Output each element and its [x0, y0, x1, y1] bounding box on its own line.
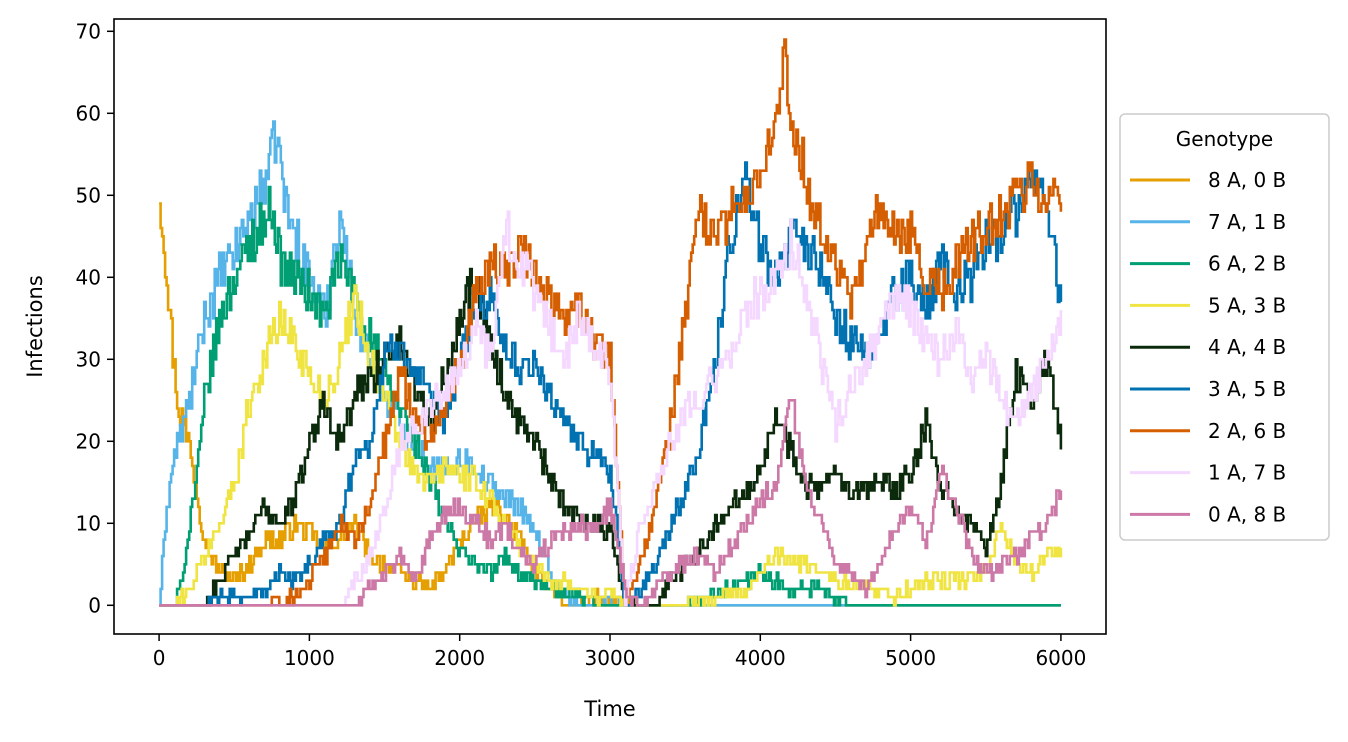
legend-label: 4 A, 4 B	[1208, 335, 1286, 359]
x-axis: 0 1000 2000 3000 4000 5000 6000	[153, 634, 1086, 670]
y-tick-label: 0	[88, 593, 101, 617]
x-axis-title: Time	[583, 697, 635, 721]
x-tick-label: 5000	[885, 646, 936, 670]
plot-area	[114, 19, 1106, 634]
legend-items: 8 A, 0 B 7 A, 1 B 6 A, 2 B 5 A, 3 B 4 A, 4 B…	[1130, 168, 1286, 526]
legend-title: Genotype	[1176, 127, 1273, 151]
series-line-7	[159, 210, 1063, 607]
legend-label: 7 A, 1 B	[1208, 210, 1286, 234]
x-tick-label: 1000	[284, 646, 335, 670]
series-layer	[159, 38, 1063, 607]
y-tick-label: 30	[76, 347, 101, 371]
legend-label: 2 A, 6 B	[1208, 419, 1286, 443]
y-tick-label: 70	[76, 19, 101, 43]
y-tick-label: 40	[76, 265, 101, 289]
y-tick-label: 10	[76, 511, 101, 535]
series-line-8	[159, 399, 1063, 607]
series-line-5	[159, 161, 1063, 607]
legend-label: 1 A, 7 B	[1208, 461, 1286, 485]
y-tick-label: 50	[76, 183, 101, 207]
legend-label: 0 A, 8 B	[1208, 502, 1286, 526]
y-tick-label: 20	[76, 429, 101, 453]
legend-label: 8 A, 0 B	[1208, 168, 1286, 192]
legend: Genotype 8 A, 0 B 7 A, 1 B 6 A, 2 B 5 A, 3 …	[1119, 113, 1330, 541]
series-line-6	[159, 38, 1063, 607]
x-tick-label: 0	[153, 646, 166, 670]
y-tick-label: 60	[76, 101, 101, 125]
x-tick-label: 6000	[1035, 646, 1086, 670]
legend-label: 3 A, 5 B	[1208, 377, 1286, 401]
y-axis: 0 10 20 30 40 50 60 70	[76, 19, 114, 617]
x-tick-label: 3000	[585, 646, 636, 670]
x-tick-label: 2000	[434, 646, 485, 670]
legend-label: 5 A, 3 B	[1208, 293, 1286, 317]
x-tick-label: 4000	[735, 646, 786, 670]
legend-label: 6 A, 2 B	[1208, 252, 1286, 276]
y-axis-title: Infections	[23, 275, 47, 378]
series-line-3	[159, 284, 1063, 607]
